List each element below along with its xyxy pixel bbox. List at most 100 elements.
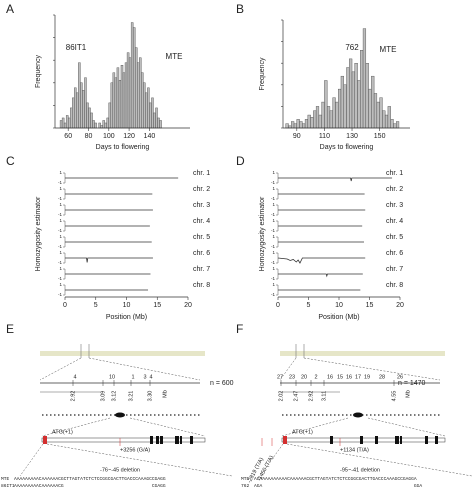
y-tick-label: 1 <box>272 266 275 271</box>
bar <box>61 117 65 129</box>
bar <box>108 102 112 129</box>
series-label: chr. 1 <box>386 170 403 177</box>
bar <box>94 122 97 129</box>
panel-label: A <box>6 2 14 16</box>
y-tick-label: 1 <box>59 186 62 191</box>
chromosome <box>280 351 445 356</box>
y-tick-label: 1 <box>59 170 62 175</box>
series-line <box>278 177 393 182</box>
bar <box>159 120 162 129</box>
recombinant-count: 10 <box>109 374 115 380</box>
panel-label: F <box>236 322 243 336</box>
bar <box>98 122 101 129</box>
bar <box>376 101 380 129</box>
x-tick-label: 20 <box>396 302 404 309</box>
y-tick-label: -1 <box>58 292 62 297</box>
series-label: chr. 5 <box>193 234 210 241</box>
marker-position: 2.47 <box>293 391 299 402</box>
bar <box>134 47 138 129</box>
annotation: 86IT1 <box>66 43 87 52</box>
exon <box>375 436 378 444</box>
bar <box>393 123 397 129</box>
bar <box>332 97 336 129</box>
zoom-line <box>129 417 206 437</box>
promoter <box>43 436 47 444</box>
y-axis-label: Homozygosity estimator <box>35 196 42 271</box>
series-label: chr. 6 <box>193 250 210 257</box>
zoom-line <box>279 357 297 381</box>
exon <box>175 436 179 444</box>
sample-size: n = 1470 <box>398 380 426 387</box>
bar <box>92 120 95 129</box>
y-tick-label: -1 <box>271 212 275 217</box>
bar <box>346 67 350 129</box>
bar <box>139 57 142 129</box>
series-line <box>277 257 366 264</box>
marker-position: 3.21 <box>128 391 134 402</box>
zoom-line <box>303 357 441 381</box>
bar <box>291 121 295 129</box>
x-tick-label: 80 <box>85 133 93 140</box>
bar <box>382 110 386 129</box>
recombinant-count: 4 <box>149 374 152 380</box>
x-tick-label: 150 <box>374 133 386 140</box>
x-tick-label: 100 <box>103 133 115 140</box>
bar <box>67 117 71 129</box>
bar <box>149 102 152 129</box>
deletion-label: -95~-41 deletion <box>340 467 380 473</box>
x-tick-label: 20 <box>184 302 192 309</box>
marker-position: 4.55 <box>391 391 397 402</box>
bar <box>329 110 333 129</box>
y-tick-label: 1 <box>272 170 275 175</box>
x-tick-label: 5 <box>307 302 311 309</box>
bar <box>368 88 372 129</box>
x-axis-label: Position (Mb) <box>318 314 359 321</box>
sequence-name: 86IT1 <box>1 483 15 489</box>
annotation: 762 <box>345 43 359 52</box>
bar <box>90 112 93 129</box>
x-tick-label: 15 <box>366 302 374 309</box>
bar <box>78 62 81 129</box>
x-tick-label: 5 <box>94 302 98 309</box>
bar <box>132 27 136 129</box>
sequence: AAAAAAAAACAAAAAACGCTTAGTATCTCTCCGGCGACTT… <box>14 476 166 482</box>
x-tick-label: 140 <box>144 133 156 140</box>
exon <box>156 436 159 444</box>
bar <box>104 122 107 129</box>
candidate-bead <box>115 412 125 418</box>
series-label: chr. 4 <box>386 218 403 225</box>
bar <box>128 57 132 129</box>
sequence: AGA GGA <box>254 483 422 489</box>
bar <box>118 80 122 129</box>
exon <box>150 436 153 444</box>
bar <box>349 58 353 129</box>
bar <box>153 112 156 129</box>
snp-label: +3256 (G/A) <box>120 447 150 453</box>
x-tick-label: 60 <box>64 133 72 140</box>
series-label: chr. 5 <box>386 234 403 241</box>
bar <box>137 62 140 129</box>
recombinant-count: 17 <box>355 374 361 380</box>
bar <box>106 117 109 129</box>
series-label: chr. 2 <box>386 186 403 193</box>
series-line <box>65 257 153 263</box>
bar <box>285 123 289 129</box>
bar <box>362 28 367 129</box>
y-tick-label: 1 <box>272 186 275 191</box>
candidate-bead <box>353 412 363 418</box>
series-label: chr. 8 <box>386 282 403 289</box>
unit: Mb <box>405 390 411 398</box>
bar <box>395 121 400 129</box>
bar <box>141 72 144 129</box>
bar <box>313 110 317 129</box>
bar <box>384 114 389 129</box>
y-tick-label: -1 <box>58 228 62 233</box>
series-label: chr. 8 <box>193 282 210 289</box>
y-tick-label: 1 <box>59 234 62 239</box>
bar <box>343 84 347 129</box>
bar <box>299 121 303 129</box>
bar <box>304 119 309 129</box>
series-label: chr. 1 <box>193 170 210 177</box>
exon <box>395 436 399 444</box>
